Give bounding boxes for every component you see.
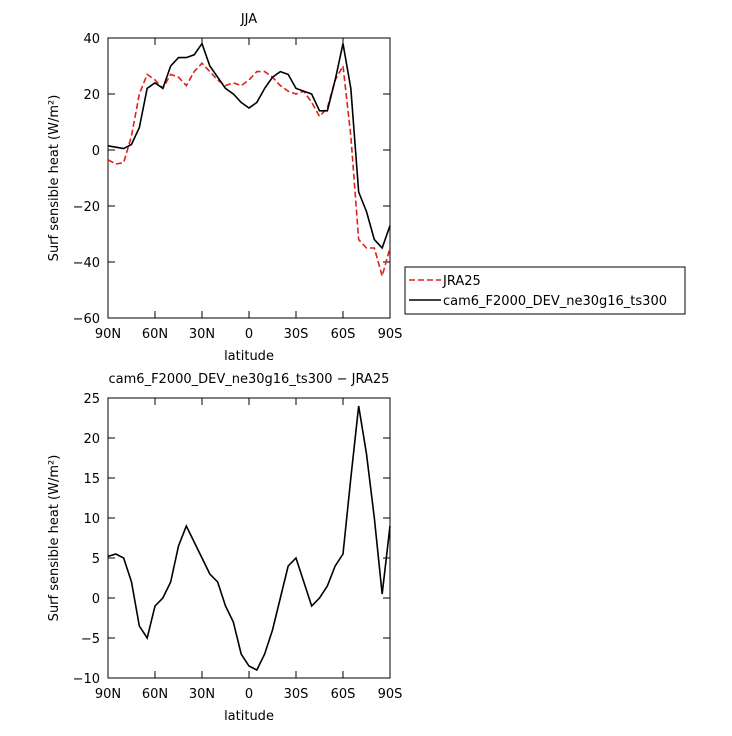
x-tick-label: 60S <box>331 327 356 342</box>
y-tick-label: −40 <box>73 256 100 271</box>
y-tick-label: 0 <box>92 144 100 159</box>
legend-box <box>404 266 686 315</box>
y-tick-label: 25 <box>83 392 100 407</box>
y-tick-label: −5 <box>81 632 100 647</box>
y-tick-label: 20 <box>83 88 100 103</box>
x-tick-label: 90S <box>378 327 403 342</box>
x-tick-label: 90N <box>95 327 121 342</box>
x-tick-label: 90S <box>378 687 403 702</box>
data-line <box>107 62 391 279</box>
x-axis-label: latitude <box>224 349 274 364</box>
x-tick-label: 90N <box>95 687 121 702</box>
y-axis-label: Surf sensible heat (W/m²) <box>47 455 62 622</box>
y-tick-label: −60 <box>73 312 100 327</box>
plot-frame <box>107 37 391 319</box>
data-line <box>107 41 391 250</box>
y-tick-label: 0 <box>92 592 100 607</box>
legend-label: JRA25 <box>442 274 481 289</box>
data-line <box>107 405 391 672</box>
x-tick-label: 30S <box>284 687 309 702</box>
x-axis-label: latitude <box>224 709 274 724</box>
y-tick-label: −10 <box>73 672 100 687</box>
y-tick-label: 10 <box>83 512 100 527</box>
x-tick-label: 0 <box>245 687 253 702</box>
legend-label: cam6_F2000_DEV_ne30g16_ts300 <box>443 294 667 309</box>
y-tick-label: 5 <box>92 552 100 567</box>
plot-frame <box>107 397 391 679</box>
x-tick-label: 60N <box>142 687 168 702</box>
chart-title: cam6_F2000_DEV_ne30g16_ts300 − JRA25 <box>109 372 390 387</box>
y-tick-label: 40 <box>83 32 100 47</box>
x-tick-label: 60N <box>142 327 168 342</box>
x-tick-label: 0 <box>245 327 253 342</box>
x-tick-label: 60S <box>331 687 356 702</box>
y-tick-label: 20 <box>83 432 100 447</box>
x-tick-label: 30S <box>284 327 309 342</box>
y-axis-label: Surf sensible heat (W/m²) <box>47 95 62 262</box>
x-tick-label: 30N <box>189 327 215 342</box>
chart-title: JJA <box>240 12 257 27</box>
y-tick-label: −20 <box>73 200 100 215</box>
y-tick-label: 15 <box>83 472 100 487</box>
x-tick-label: 30N <box>189 687 215 702</box>
